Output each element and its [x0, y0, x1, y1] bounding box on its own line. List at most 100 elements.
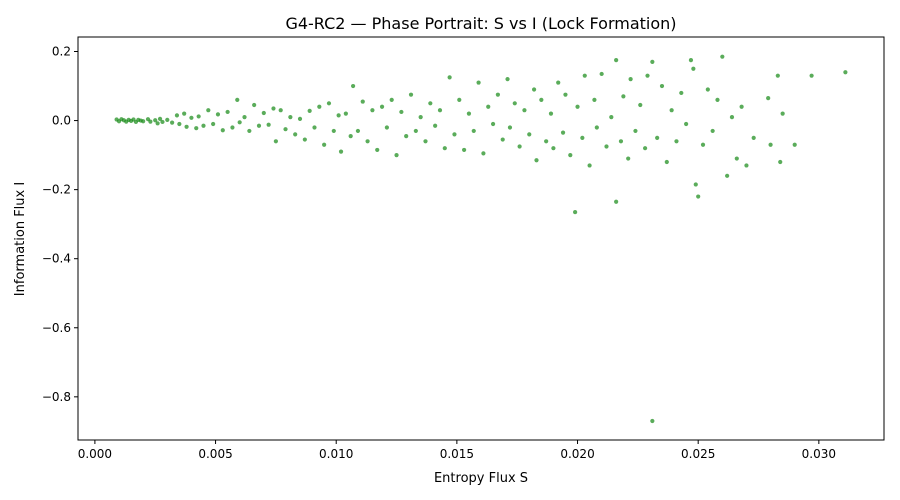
data-point: [691, 66, 696, 71]
data-point: [394, 153, 399, 158]
data-point: [399, 109, 404, 115]
data-point: [326, 101, 332, 106]
data-point: [355, 128, 361, 134]
data-point: [184, 124, 189, 129]
data-point: [322, 142, 327, 147]
data-point: [165, 117, 170, 122]
data-point: [302, 137, 307, 142]
x-axis-ticks: 0.000 0.005 0.010 0.015 0.020 0.025 0.030: [78, 440, 836, 461]
data-point: [317, 104, 322, 109]
data-point: [447, 75, 452, 80]
data-point: [490, 121, 496, 127]
data-point: [531, 87, 537, 92]
data-point: [220, 128, 225, 133]
y-tick-label: 0.2: [52, 45, 71, 59]
data-point: [408, 92, 414, 97]
data-point: [512, 101, 517, 106]
data-point: [522, 108, 527, 113]
data-point: [351, 83, 356, 89]
data-point: [404, 134, 409, 139]
data-point: [775, 73, 780, 78]
data-point: [331, 128, 336, 134]
data-point: [778, 159, 783, 165]
data-point: [700, 142, 706, 147]
data-point: [710, 128, 715, 134]
data-point: [643, 146, 648, 151]
data-point: [587, 163, 592, 168]
data-point: [684, 121, 689, 127]
data-point: [599, 71, 604, 77]
data-point: [271, 106, 276, 111]
data-point: [527, 132, 532, 137]
data-point: [725, 173, 730, 178]
data-point: [539, 97, 544, 102]
data-point: [437, 108, 443, 113]
data-point: [155, 121, 160, 126]
data-point: [283, 127, 288, 132]
data-point: [237, 120, 242, 125]
data-point: [471, 128, 476, 134]
data-point: [278, 108, 283, 113]
data-point: [215, 112, 221, 117]
x-tick-label: 0.015: [440, 447, 474, 461]
data-point: [556, 80, 561, 85]
data-point: [235, 97, 240, 102]
y-tick-label: 0.0: [52, 114, 71, 128]
data-point: [418, 115, 423, 120]
data-point: [628, 77, 633, 82]
data-point: [780, 111, 785, 116]
data-point: [575, 104, 580, 109]
data-point: [442, 146, 447, 151]
y-tick-label: −0.4: [42, 252, 71, 266]
data-point: [266, 122, 271, 127]
data-point: [174, 113, 180, 118]
data-point: [433, 123, 438, 128]
x-tick-label: 0.030: [802, 447, 836, 461]
data-point: [551, 146, 556, 151]
y-axis-label: Information Flux I: [13, 182, 28, 296]
data-point: [206, 108, 211, 113]
data-point: [375, 147, 380, 153]
data-point: [645, 73, 650, 78]
y-axis-ticks: −0.8 −0.6 −0.4 −0.2 0.0 0.2: [42, 45, 78, 404]
data-point: [650, 59, 655, 64]
data-point: [768, 142, 773, 147]
data-point: [177, 121, 182, 127]
data-point: [729, 115, 735, 120]
data-point: [659, 83, 665, 89]
x-tick-label: 0.010: [319, 447, 353, 461]
data-point: [481, 151, 486, 156]
data-point: [247, 128, 252, 134]
data-point: [563, 92, 568, 97]
data-point: [273, 139, 278, 144]
data-point: [809, 73, 814, 78]
data-point: [153, 118, 158, 123]
data-point: [343, 111, 348, 116]
data-point: [256, 123, 262, 128]
x-tick-label: 0.000: [78, 447, 112, 461]
data-point: [744, 163, 749, 168]
data-point: [312, 125, 317, 130]
data-point: [614, 199, 619, 204]
data-point: [715, 97, 720, 102]
data-point: [336, 113, 341, 118]
data-point: [293, 132, 298, 137]
data-point: [160, 119, 165, 125]
data-point: [141, 119, 146, 124]
data-point: [688, 58, 694, 63]
y-tick-label: −0.8: [42, 390, 71, 404]
x-axis-label: Entropy Flux S: [434, 471, 528, 486]
scatter-points: [114, 54, 848, 424]
data-point: [573, 209, 578, 215]
data-point: [379, 104, 385, 109]
data-point: [242, 115, 247, 120]
data-point: [664, 159, 669, 165]
data-point: [505, 77, 510, 82]
data-point: [507, 125, 513, 130]
data-point: [148, 119, 153, 124]
data-point: [370, 108, 375, 113]
data-point: [423, 139, 428, 144]
data-point: [211, 121, 216, 127]
data-point: [548, 111, 554, 116]
